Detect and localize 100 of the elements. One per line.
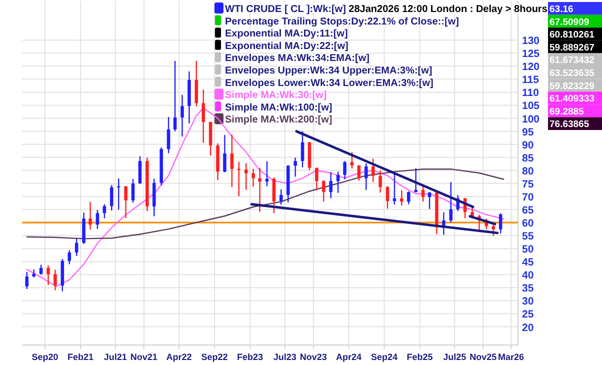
text: 61.409333 — [550, 94, 594, 105]
candlestick — [173, 60, 177, 132]
y-tick-label: 70 — [522, 191, 534, 204]
y-tick-label: 105 — [522, 100, 540, 112]
y-tick-label: 125 — [522, 48, 540, 60]
y-tick-label: 30 — [522, 296, 534, 308]
candlestick — [202, 89, 205, 144]
candlestick — [131, 178, 135, 204]
candlestick — [244, 162, 248, 191]
candlestick — [300, 130, 304, 168]
candlestick — [350, 152, 354, 170]
text: 60.810261 — [550, 30, 596, 41]
x-tick-label: Jul25 — [443, 352, 466, 362]
candlestick — [294, 157, 297, 178]
annotation: Envelopes Upper:Wk:34 Upper:EMA:3%:[w] — [225, 66, 432, 76]
candlestick — [371, 158, 375, 182]
y-tick-label: 40 — [522, 270, 534, 282]
candlestick — [272, 176, 276, 214]
candlestick — [96, 209, 100, 230]
candlestick — [152, 178, 156, 217]
x-tick-label: Mar26 — [498, 352, 524, 362]
candlestick — [322, 180, 326, 202]
candlestick — [421, 185, 425, 202]
y-tick-label: 50 — [522, 244, 534, 256]
candlestick — [88, 201, 92, 230]
candlestick — [386, 185, 390, 210]
legend-label: WTI CRUDE [ CL ]:Wk:[w] — [225, 4, 346, 15]
x-tick-label: Jul23 — [273, 352, 296, 362]
candlestick — [378, 170, 382, 194]
x-tick-label: Nov21 — [130, 352, 158, 362]
x-tick-label: Jul21 — [104, 352, 127, 362]
candlestick — [400, 190, 404, 206]
y-tick-label: 25 — [522, 308, 534, 321]
candlestick — [406, 190, 410, 205]
y-tick-label: 90 — [522, 139, 534, 152]
annotation: Envelopes Lower:Wk:34 Lower:EMA:3%:[w] — [225, 78, 434, 89]
candlestick — [258, 167, 262, 212]
candlestick — [208, 121, 212, 156]
y-tick-label: 115 — [522, 74, 540, 86]
candlestick — [237, 161, 241, 197]
text: 67.50909 — [550, 16, 590, 28]
y-tick-label: 110 — [522, 87, 540, 100]
y-tick-label: 95 — [522, 126, 534, 138]
candlestick — [25, 271, 29, 290]
y-tick-label: 65 — [522, 204, 534, 216]
y-tick-label: 45 — [522, 256, 534, 269]
candlestick — [194, 60, 198, 107]
y-tick-label: 80 — [522, 165, 534, 178]
y-tick-label: 100 — [522, 113, 540, 126]
text: 69.2885 — [550, 106, 585, 118]
legend-label: Simple MA:Wk:30:[w] — [225, 90, 327, 102]
candlestick — [414, 168, 418, 194]
x-tick-label: Feb21 — [68, 352, 94, 362]
candlestick — [492, 224, 496, 236]
y-tick-label: 20 — [522, 322, 534, 334]
chart-title: 28Jan2026 12:00 London : Delay > 8hours — [346, 4, 548, 15]
candlestick — [315, 167, 318, 191]
candlestick — [329, 172, 332, 199]
text: 61.673432 — [550, 55, 594, 66]
candlestick — [39, 264, 43, 276]
candlestick — [166, 116, 170, 154]
annotation: Exponential MA:Dy:11:[w] — [225, 28, 348, 40]
candlestick — [68, 250, 72, 265]
candlestick — [252, 168, 255, 188]
x-tick-label: Sep20 — [32, 352, 58, 362]
x-tick-label: Nov25 — [470, 352, 497, 362]
annotation: Exponential MA:Dy:22:[w] — [225, 40, 348, 52]
y-tick-label: 55 — [522, 230, 534, 243]
candlestick — [54, 269, 57, 291]
y-tick-label: 120 — [522, 61, 540, 74]
x-tick-label: Feb23 — [237, 352, 264, 362]
x-tick-label: Sep24 — [370, 352, 398, 362]
candlestick — [449, 182, 453, 224]
candlestick — [280, 188, 283, 206]
x-tick-label: Feb25 — [406, 352, 433, 362]
x-tick-label: Nov23 — [300, 352, 327, 362]
text: 76.63865 — [550, 119, 590, 130]
y-tick-label: 60 — [522, 218, 534, 230]
candlestick — [180, 94, 184, 138]
candlestick — [498, 212, 502, 234]
candlestick — [343, 160, 346, 180]
candlestick — [364, 162, 368, 191]
candlestick — [428, 191, 432, 210]
candlestick — [74, 238, 78, 256]
candlestick — [102, 204, 106, 219]
annotation: Percentage Trailing Stops:Dy:22.1% of Close::[w] — [225, 16, 459, 28]
text: 59.823229 — [550, 80, 594, 92]
candlestick — [265, 160, 269, 187]
text: 59.889267 — [550, 42, 594, 54]
candlestick — [110, 184, 114, 212]
y-tick-label: 75 — [522, 178, 534, 190]
x-tick-label: Apr22 — [166, 352, 192, 362]
annotation: Simple MA:Wk:100:[w] — [225, 102, 332, 114]
y-tick-label: 35 — [522, 282, 534, 295]
y-tick-label: 85 — [522, 152, 534, 164]
candlestick — [223, 134, 226, 173]
x-tick-label: Apr24 — [336, 352, 362, 362]
text: 63.16 — [550, 4, 574, 15]
candlestick — [230, 134, 234, 188]
text: Simple MA:Wk:200:[w] — [225, 114, 332, 126]
